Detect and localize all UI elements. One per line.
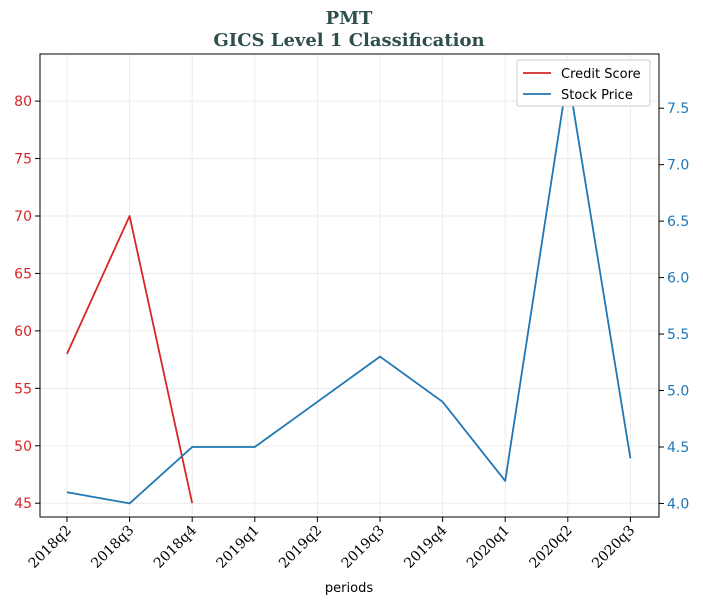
right-tick-label: 6.5 [667, 214, 689, 230]
legend: Credit Score Stock Price [516, 59, 651, 107]
series-lines [66, 73, 632, 505]
left-tick-label: 65 [14, 266, 32, 282]
plot-frame [39, 53, 660, 518]
chart-subtitle: GICS Level 1 Classification [213, 30, 484, 51]
legend-label: Credit Score [561, 67, 641, 82]
x-tick-label: 2020q3 [589, 523, 638, 572]
series-line-credit-score [66, 215, 194, 504]
x-axis-label: periods [325, 581, 373, 596]
legend-label: Stock Price [561, 88, 633, 103]
right-tick-label: 5.5 [667, 327, 689, 343]
right-tick-label: 7.5 [667, 101, 689, 117]
x-axis: 2018q2 2018q3 2018q4 2019q1 2019q2 2019q3 2019… [26, 517, 638, 572]
right-tick-label: 4.0 [667, 496, 689, 512]
x-tick-label: 2019q4 [401, 522, 450, 571]
left-tick-label: 50 [14, 439, 32, 455]
x-tick-label: 2018q3 [88, 523, 137, 572]
x-tick-label: 2018q2 [26, 523, 75, 572]
left-tick-label: 80 [14, 94, 32, 110]
x-tick-label: 2020q2 [526, 523, 575, 572]
x-tick-label: 2019q1 [213, 523, 262, 572]
right-axis: 4.0 4.5 5.0 5.5 6.0 6.5 7.0 7.5 [659, 101, 689, 512]
series-line-stock-price [66, 73, 632, 505]
right-tick-label: 6.0 [667, 271, 689, 287]
grid [40, 54, 659, 517]
left-tick-label: 45 [14, 496, 32, 512]
left-tick-label: 70 [14, 209, 32, 225]
chart-title: PMT [326, 8, 373, 29]
x-tick-label: 2020q1 [464, 523, 513, 572]
left-tick-label: 75 [14, 152, 32, 168]
right-tick-label: 5.0 [667, 384, 689, 400]
right-tick-label: 4.5 [667, 440, 689, 456]
left-tick-label: 60 [14, 324, 32, 340]
left-tick-label: 55 [14, 381, 32, 397]
x-tick-label: 2018q4 [151, 522, 200, 571]
x-tick-label: 2019q2 [276, 523, 325, 572]
right-tick-label: 7.0 [667, 158, 689, 174]
x-tick-label: 2019q3 [339, 523, 388, 572]
left-axis: 45 50 55 60 65 70 75 80 [14, 94, 40, 512]
